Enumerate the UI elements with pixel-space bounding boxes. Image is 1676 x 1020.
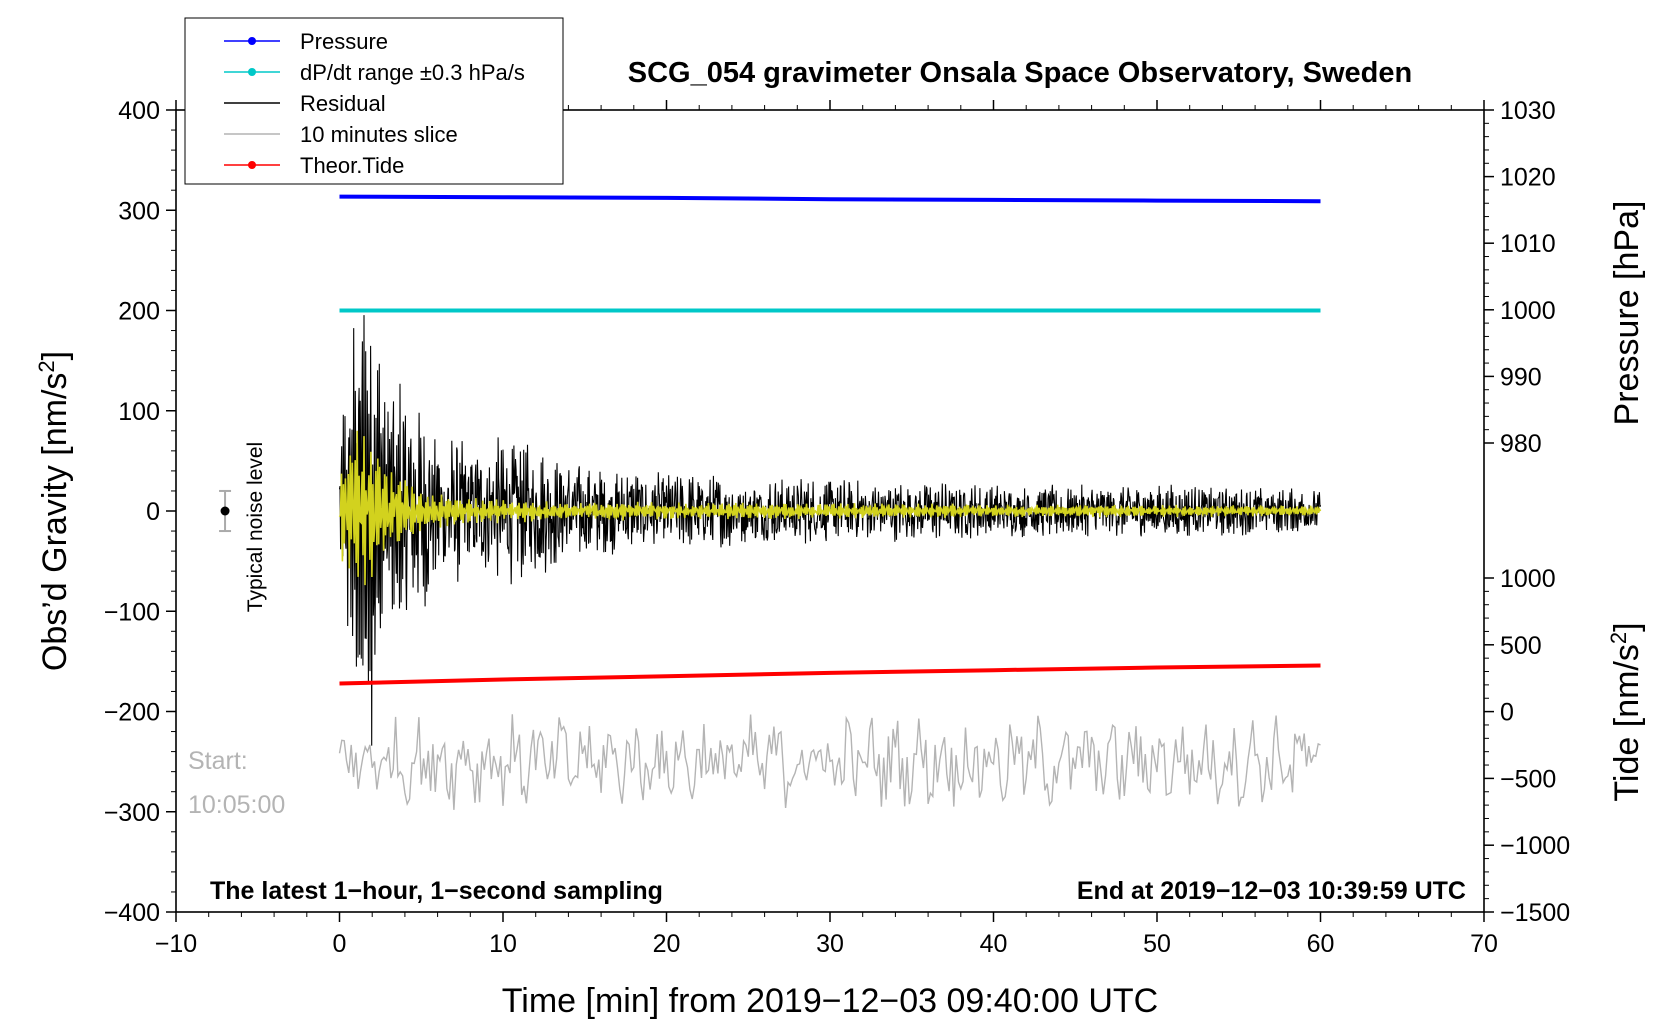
pressure-tick-label: 1000 [1500, 297, 1556, 325]
x-tick-label: 60 [1307, 930, 1335, 958]
y-axis-title-left: Obs’d Gravity [nm/s2] [34, 351, 74, 671]
x-axis-title: Time [min] from 2019−12−03 09:40:00 UTC [502, 982, 1158, 1020]
x-tick-label: 20 [653, 930, 681, 958]
chart-title: SCG_054 gravimeter Onsala Space Observat… [628, 57, 1412, 89]
noise-level-label: Typical noise level [244, 442, 267, 612]
pressure-tick-label: 1030 [1500, 97, 1556, 125]
y-tick-label: −200 [104, 699, 160, 727]
y-tick-label: 200 [118, 298, 160, 326]
x-tick-label: 10 [489, 930, 517, 958]
legend-label: Pressure [300, 29, 388, 54]
tide-tick-label: 500 [1500, 632, 1542, 660]
y-tick-label: −100 [104, 598, 160, 626]
y-tick-label: 0 [146, 498, 160, 526]
y-axis-title-pressure: Pressure [hPa] [1608, 201, 1646, 426]
start-label: Start: [188, 747, 248, 775]
y-axis-title-tide: Tide [nm/s2] [1606, 622, 1646, 801]
x-tick-label: 30 [816, 930, 844, 958]
x-tick-label: −10 [155, 930, 197, 958]
legend-label: Theor.Tide [300, 153, 404, 178]
x-tick-label: 40 [980, 930, 1008, 958]
y-tick-label: 100 [118, 398, 160, 426]
y-tick-label: −300 [104, 799, 160, 827]
tide-tick-label: −500 [1500, 765, 1556, 793]
legend-marker [248, 37, 256, 45]
footer-right: End at 2019−12−03 10:39:59 UTC [1077, 877, 1466, 905]
plot-content [219, 194, 1322, 810]
pressure-tick-label: 1020 [1500, 164, 1556, 192]
legend-marker [248, 161, 256, 169]
tide-tick-label: 0 [1500, 699, 1514, 727]
legend-marker [248, 68, 256, 76]
legend-label: 10 minutes slice [300, 122, 458, 147]
axes: −10 0 10 20 30 40 50 60 70−400−300−200−100010020… [104, 97, 1571, 958]
residual-line [338, 315, 1322, 746]
x-tick-label: 0 [333, 930, 347, 958]
tide-tick-label: −1000 [1500, 832, 1570, 860]
y-tick-label: 400 [118, 97, 160, 125]
pressure-tick-label: 990 [1500, 363, 1542, 391]
noise-point [220, 506, 230, 516]
pressure-tick-label: 1010 [1500, 230, 1556, 258]
pressure-line [339, 194, 1321, 204]
legend-box [184, 17, 564, 185]
x-tick-label: 70 [1470, 930, 1498, 958]
legend: Pressure dP/dt range ±0.3 hPa/s Residual 10… [184, 17, 564, 185]
pressure-tick-label: 980 [1500, 430, 1542, 458]
x-tick-label: 50 [1143, 930, 1171, 958]
legend-label: dP/dt range ±0.3 hPa/s [300, 60, 525, 85]
footer-left: The latest 1−hour, 1−second sampling [210, 877, 663, 905]
ten-minute-slice-line [338, 714, 1321, 810]
start-time: 10:05:00 [188, 791, 285, 819]
theoretical-tide-line [339, 663, 1321, 686]
y-tick-label: −400 [104, 899, 160, 927]
tide-tick-label: 1000 [1500, 565, 1556, 593]
y-tick-label: 300 [118, 197, 160, 225]
smoothed-residual-line [338, 430, 1322, 586]
legend-label: Residual [300, 91, 386, 116]
tide-tick-label: −1500 [1500, 899, 1570, 927]
